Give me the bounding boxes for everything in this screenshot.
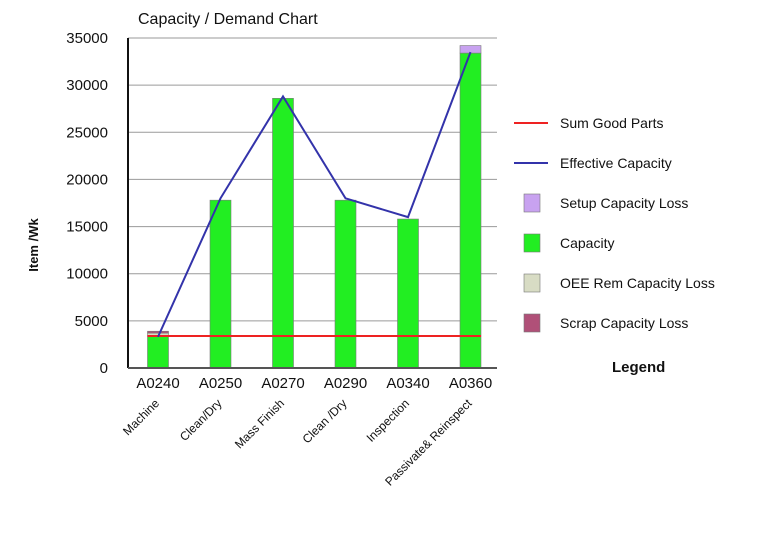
legend-box-swatch bbox=[523, 313, 541, 333]
x-category-sublabel: Clean /Dry bbox=[300, 396, 350, 446]
legend-box-swatch bbox=[523, 193, 541, 213]
x-tick-label: A0360 bbox=[449, 375, 492, 392]
axes bbox=[127, 38, 497, 369]
legend-title: Legend bbox=[612, 359, 665, 376]
lines bbox=[147, 51, 481, 338]
bars bbox=[147, 45, 482, 369]
x-tick-label: A0340 bbox=[386, 375, 429, 392]
y-tick-label: 30000 bbox=[66, 77, 108, 94]
x-category-sublabel: Machine bbox=[120, 396, 162, 438]
y-axis-label: Item /Wk bbox=[26, 218, 41, 272]
chart-title: Capacity / Demand Chart bbox=[138, 11, 318, 28]
legend-box-swatch bbox=[523, 233, 541, 253]
legend-entry-label: Effective Capacity bbox=[560, 155, 672, 171]
x-tick-label: A0270 bbox=[261, 375, 304, 392]
gridlines bbox=[128, 37, 497, 322]
bar-segment-capacity bbox=[147, 335, 169, 369]
bar-segment-capacity bbox=[334, 199, 357, 369]
bar-segment-capacity bbox=[397, 218, 419, 369]
y-tick-label: 15000 bbox=[66, 219, 108, 236]
bar-segment-capacity bbox=[272, 98, 294, 369]
y-tick-label: 35000 bbox=[66, 30, 108, 47]
x-category-sublabel: Mass Finish bbox=[232, 396, 287, 451]
y-tick-label: 25000 bbox=[66, 124, 108, 141]
x-category-sublabel: Clean/Dry bbox=[177, 396, 225, 444]
x-tick-label: A0290 bbox=[324, 375, 367, 392]
x-tick-label: A0240 bbox=[136, 375, 179, 392]
x-tick-label: A0250 bbox=[199, 375, 242, 392]
y-tick-label: 5000 bbox=[75, 313, 108, 330]
bar-segment-scrap-capacity-loss bbox=[147, 330, 169, 334]
legend-entry-label: Sum Good Parts bbox=[560, 115, 664, 131]
bar-segment-setup-capacity-loss bbox=[459, 45, 482, 54]
y-tick-label: 0 bbox=[100, 360, 108, 377]
legend-entry-label: Scrap Capacity Loss bbox=[560, 315, 688, 331]
legend: Sum Good Parts Effective Capacity Setup Ca… bbox=[514, 115, 715, 333]
line-effective-capacity bbox=[157, 51, 472, 338]
x-category-sublabel: Inspection bbox=[364, 396, 413, 445]
bar-segment-capacity bbox=[459, 52, 482, 369]
legend-entry-label: Setup Capacity Loss bbox=[560, 195, 688, 211]
legend-entry-label: OEE Rem Capacity Loss bbox=[560, 275, 715, 291]
legend-entry-label: Capacity bbox=[560, 235, 614, 251]
y-tick-label: 10000 bbox=[66, 266, 108, 283]
legend-box-swatch bbox=[523, 273, 541, 293]
y-tick-label: 20000 bbox=[66, 171, 108, 188]
bar-segment-capacity bbox=[209, 199, 232, 369]
